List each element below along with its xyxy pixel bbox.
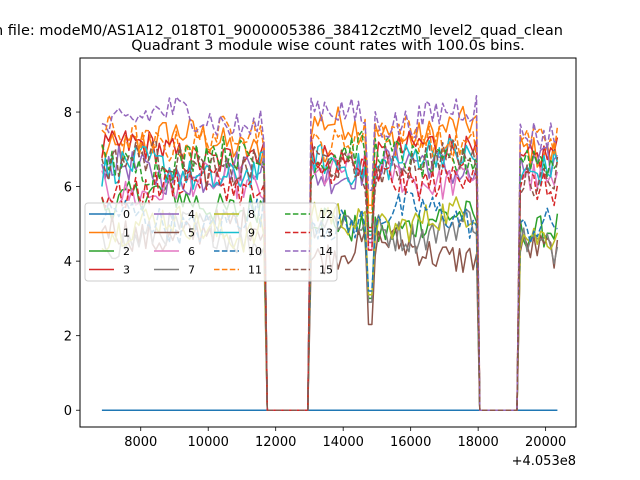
legend-label-6: 6: [188, 245, 195, 258]
x-tick-label: 12000: [255, 435, 296, 450]
legend-label-5: 5: [188, 227, 195, 240]
legend-label-3: 3: [123, 264, 130, 277]
legend-label-1: 1: [123, 227, 130, 240]
legend-label-12: 12: [319, 208, 333, 221]
x-tick-label: 14000: [323, 435, 364, 450]
x-axis-offset-label: +4.053e8: [512, 454, 576, 469]
y-axis: 0 2 4 6 8: [64, 106, 80, 419]
figure-suptitle: n file: modeM0/AS1A12_018T01_9000005386_…: [0, 23, 563, 39]
legend-label-13: 13: [319, 227, 333, 240]
y-tick-label: 6: [64, 181, 72, 196]
series-line-11: [101, 114, 559, 411]
plot-frame: [79, 57, 577, 428]
y-tick-label: 8: [64, 106, 72, 121]
y-tick-label: 4: [64, 255, 72, 270]
x-tick-label: 8000: [124, 435, 157, 450]
legend-label-14: 14: [319, 245, 333, 258]
legend-label-10: 10: [248, 245, 262, 258]
x-tick-label: 16000: [390, 435, 431, 450]
y-tick-label: 2: [64, 330, 72, 345]
x-tick-label: 10000: [188, 435, 229, 450]
chart-title: Quadrant 3 module wise count rates with …: [131, 38, 525, 54]
legend-label-9: 9: [248, 227, 255, 240]
legend-label-0: 0: [123, 208, 130, 221]
legend-label-8: 8: [248, 208, 255, 221]
x-axis: 8000 10000 12000 14000 16000 18000 20000: [124, 427, 566, 450]
y-tick-label: 0: [64, 404, 72, 419]
legend-label-11: 11: [248, 264, 262, 277]
series-line-13: [101, 155, 559, 411]
x-tick-label: 20000: [525, 435, 566, 450]
series-line-1: [101, 105, 559, 411]
series-line-14: [101, 94, 558, 411]
x-tick-label: 18000: [457, 435, 498, 450]
legend-label-7: 7: [188, 264, 195, 277]
legend-label-2: 2: [123, 245, 130, 258]
series-line-15: [101, 139, 559, 411]
series-line-9: [101, 137, 559, 411]
legend-box: [84, 202, 338, 282]
series-line-12: [101, 130, 559, 411]
legend-label-15: 15: [319, 264, 333, 277]
legend-label-4: 4: [188, 208, 195, 221]
